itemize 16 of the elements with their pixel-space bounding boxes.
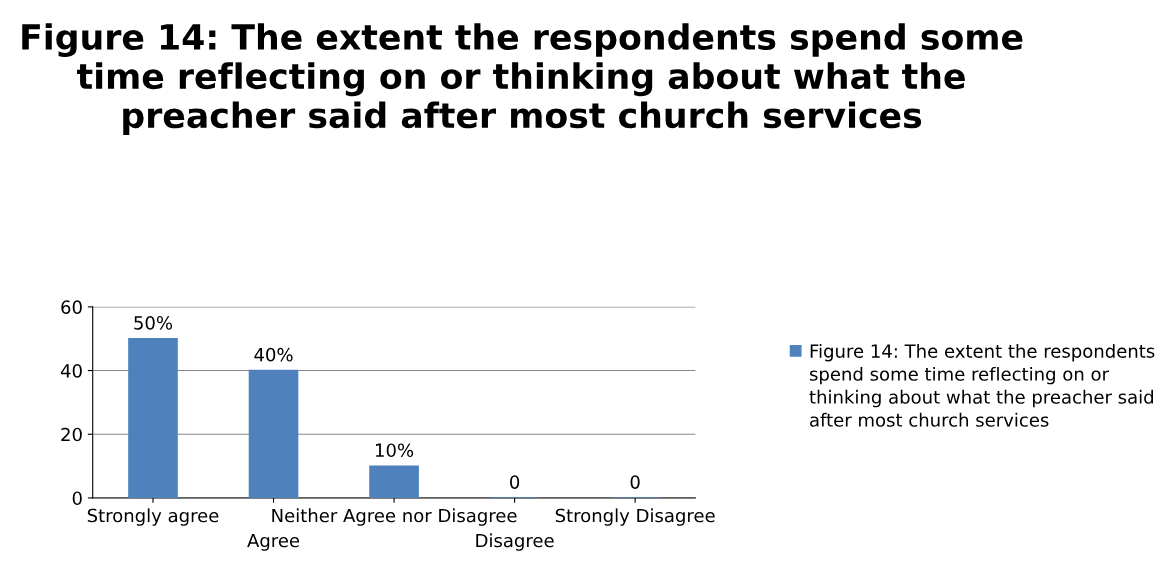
y-tick-label: 60	[61, 300, 82, 314]
data-label: 0	[630, 475, 640, 489]
x-tick-label: Agree	[247, 533, 300, 551]
x-tick-label: Strongly agree	[87, 508, 219, 526]
chart-title: Figure 14: The extent the respondents spend some time reflecting on or thinking about what the preacher said after most church services	[22, 23, 1023, 136]
data-label: 0	[510, 475, 520, 489]
x-tick-label: Disagree	[476, 533, 554, 551]
data-label: 50%	[134, 316, 173, 330]
x-tick-label: Neither Agree nor Disagree	[272, 508, 517, 526]
x-tick-label: Strongly Disagree	[555, 508, 715, 526]
data-label: 10%	[375, 443, 414, 458]
y-tick-label: 0	[72, 491, 82, 506]
y-tick-label: 40	[60, 364, 82, 378]
legend-label: Figure 14: The extent the respondents spend some time reflecting on or thinking about what the preacher said after most church services	[809, 343, 1155, 427]
data-label: 40%	[254, 347, 293, 362]
y-tick-label: 20	[61, 427, 82, 442]
